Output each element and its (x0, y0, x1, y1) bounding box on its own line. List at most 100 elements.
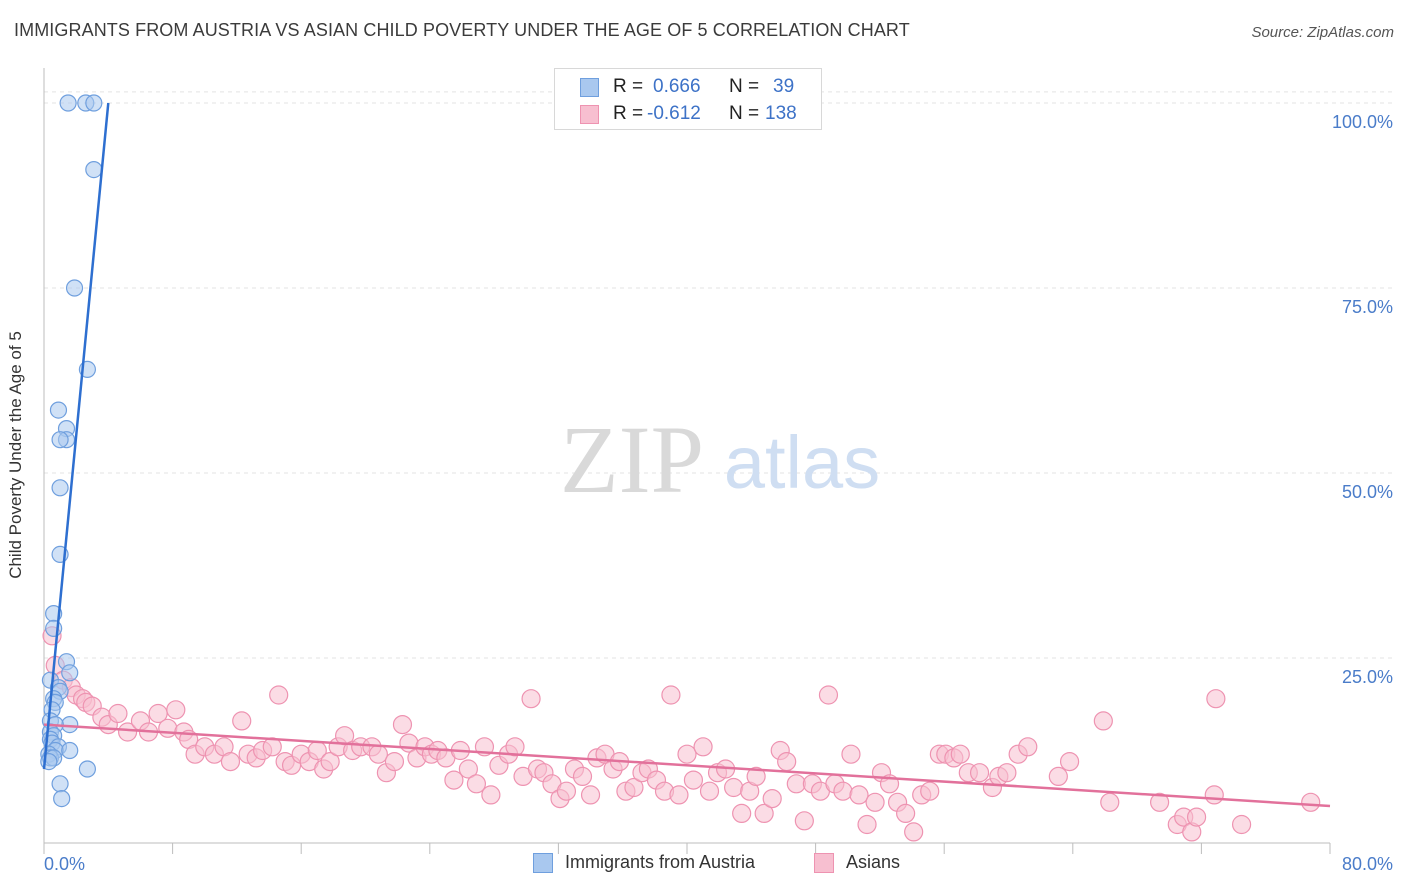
asians-point (320, 751, 340, 772)
legend-n-label: N = (729, 103, 760, 124)
bottom-legend-swatch-pink (814, 853, 834, 873)
austria-point (51, 431, 69, 449)
watermark: ZIP atlas (560, 406, 880, 513)
asians-point (166, 700, 186, 720)
asians-point (1100, 792, 1120, 812)
austria-point (85, 161, 103, 179)
y-tick-label: 50.0% (1342, 482, 1393, 502)
asians-point (693, 737, 713, 757)
austria-point (65, 279, 84, 297)
legend-row-austria: R = 0.666 N = 39 (555, 73, 821, 101)
y-axis-label: Child Poverty Under the Age of 5 (6, 331, 25, 579)
asians-point (580, 785, 601, 805)
asians-point (969, 763, 990, 783)
asians-point (904, 822, 924, 842)
asians-point (624, 777, 644, 798)
asians-point (1048, 766, 1068, 787)
bottom-legend-swatch-blue (533, 853, 553, 873)
asians-point (746, 766, 766, 787)
asians-point (505, 737, 525, 757)
asians-point (669, 785, 689, 805)
austria-point (61, 664, 79, 682)
legend-r-value: 0.666 (653, 76, 701, 97)
asians-point (841, 744, 861, 764)
asians-point (368, 744, 388, 764)
asians-point (794, 811, 814, 831)
source-credit: Source: ZipAtlas.com (1251, 24, 1394, 41)
tick-labels: 25.0% 50.0% 75.0% 100.0% 0.0% 80.0% (44, 112, 1393, 874)
legend-r-label: R = (613, 103, 644, 124)
legend-swatch-blue (580, 78, 599, 97)
asians-point (865, 792, 885, 812)
asians-point (857, 814, 877, 835)
asians-point (1059, 751, 1080, 772)
asians-point (384, 751, 405, 772)
asians-point (724, 777, 744, 798)
asians-point (1206, 689, 1226, 709)
legend-r-value: -0.612 (647, 103, 701, 124)
asians-point (458, 759, 478, 779)
austria-point (51, 775, 69, 793)
austria-point (51, 479, 69, 497)
asians-point (392, 714, 413, 735)
legend-n-label: N = (729, 76, 760, 97)
grid-layer (44, 91, 1392, 659)
asians-point (661, 685, 681, 705)
asians-point (1231, 814, 1252, 835)
asians-point (1150, 792, 1170, 812)
austria-point (53, 789, 71, 808)
legend-n-value: 138 (765, 103, 797, 124)
asians-point (1204, 785, 1224, 805)
asians-point (572, 766, 593, 787)
asians-point (732, 803, 752, 824)
austria-point (61, 741, 79, 760)
asians-point (1018, 737, 1038, 757)
asians-point (269, 685, 289, 705)
asians-point (896, 803, 916, 824)
austria-trend-line (42, 102, 110, 770)
trend-lines (42, 102, 1331, 808)
asians-point (521, 689, 541, 709)
austria-point (59, 94, 77, 112)
asians-point (849, 785, 869, 805)
asians-point (1093, 711, 1113, 731)
y-tick-label: 75.0% (1342, 297, 1393, 317)
axis-layer (43, 68, 1331, 854)
asians-point (920, 781, 940, 801)
asians-point (444, 770, 464, 790)
correlation-legend: R = 0.666 N = 39 R = -0.612 N = 138 (554, 68, 822, 130)
austria-point (61, 715, 79, 734)
legend-row-asians: R = -0.612 N = 138 (555, 100, 821, 128)
asians-point (683, 770, 704, 790)
asians-points (42, 626, 1321, 842)
bottom-legend-label: Asians (846, 852, 901, 872)
y-tick-label: 25.0% (1342, 667, 1393, 687)
legend-n-value: 39 (773, 76, 795, 97)
asians-point (158, 718, 178, 738)
asians-point (754, 803, 774, 824)
x-tick-label-max: 80.0% (1342, 854, 1393, 874)
asians-point (818, 685, 839, 705)
asians-point (1301, 792, 1321, 812)
chart-title: IMMIGRANTS FROM AUSTRIA VS ASIAN CHILD P… (14, 20, 910, 40)
asians-point (108, 703, 128, 724)
x-tick-label-min: 0.0% (44, 854, 85, 874)
asians-point (950, 744, 970, 764)
asians-point (220, 751, 241, 772)
asians-point (997, 763, 1017, 783)
asians-point (762, 788, 782, 809)
austria-point (49, 401, 68, 419)
austria-point (78, 760, 97, 778)
asians-point (1186, 807, 1207, 827)
austria-point (85, 94, 103, 112)
asians-point (232, 711, 252, 731)
y-tick-label: 100.0% (1332, 112, 1393, 132)
legend-r-label: R = (613, 76, 644, 97)
legend-swatch-pink (580, 105, 599, 124)
watermark-zip: ZIP (560, 406, 704, 513)
asians-point (699, 781, 720, 801)
asians-point (556, 781, 577, 801)
asians-point (786, 774, 806, 794)
bottom-legend-label: Immigrants from Austria (565, 852, 756, 872)
